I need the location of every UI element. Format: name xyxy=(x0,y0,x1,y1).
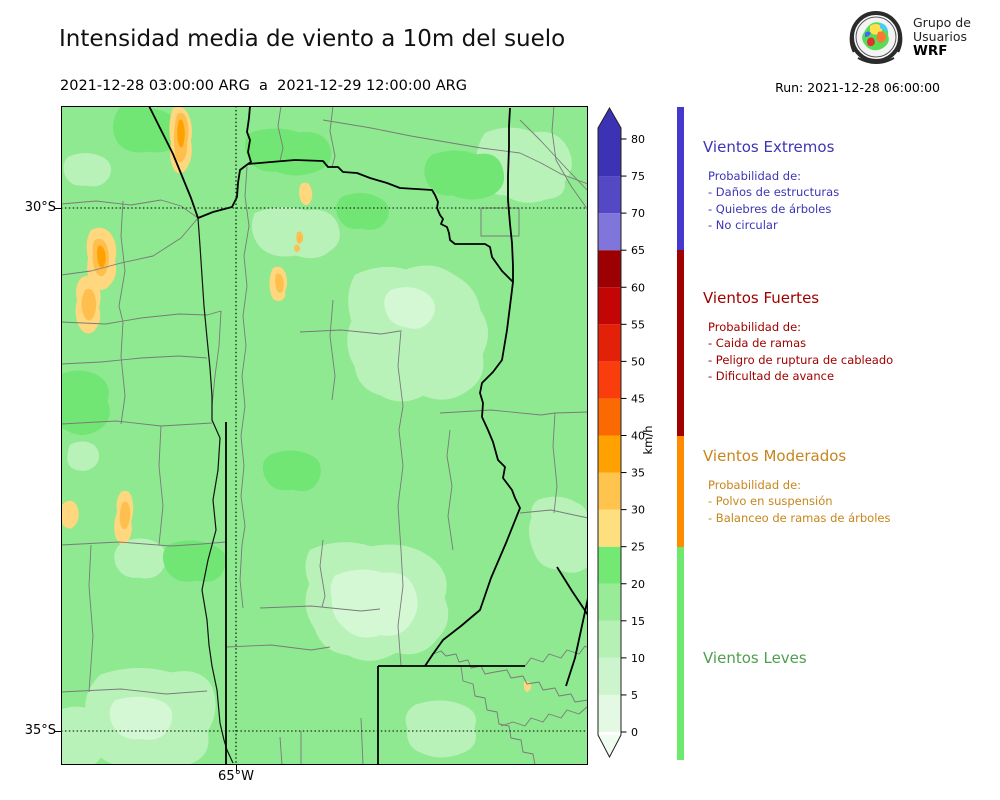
logo-text-wrf: WRF xyxy=(913,43,948,59)
legend-title-extremos: Vientos Extremos xyxy=(703,138,835,156)
legend-section-fuertes: Vientos Fuertes Probabilidad de: - Caida … xyxy=(703,289,995,384)
category-strip-segment xyxy=(677,546,684,760)
svg-text:25: 25 xyxy=(631,541,645,554)
category-strip-segment xyxy=(677,107,684,251)
legend-item: - Caida de ramas xyxy=(708,336,807,351)
svg-text:km/h: km/h xyxy=(641,425,655,454)
map-frame xyxy=(61,106,588,765)
legend-title-fuertes: Vientos Fuertes xyxy=(703,289,820,307)
svg-text:75: 75 xyxy=(631,170,645,183)
wrf-group-logo-icon xyxy=(849,11,903,64)
logo-text-line1: Grupo de xyxy=(913,15,971,30)
legend-section-extremos: Vientos Extremos Probabilidad de: - Daños… xyxy=(703,138,995,233)
river-boundary xyxy=(197,217,234,764)
legend-item: - Polvo en suspensión xyxy=(708,494,833,509)
svg-text:60: 60 xyxy=(631,281,645,294)
lightest-wind-patches xyxy=(109,287,436,740)
forecast-period: 2021-12-28 03:00:00 ARG a 2021-12-29 12:… xyxy=(60,78,467,94)
legend-body-moderados: Probabilidad de: - Polvo en suspensión - B… xyxy=(703,477,995,526)
graticule-gridlines xyxy=(61,106,588,765)
category-strip-segment xyxy=(677,250,684,436)
legend-title-leves: Vientos Leves xyxy=(703,649,807,667)
svg-text:70: 70 xyxy=(631,207,645,220)
svg-text:50: 50 xyxy=(631,355,645,368)
category-color-strip xyxy=(677,107,684,760)
legend-body-extremos: Probabilidad de: - Daños de estructuras - … xyxy=(703,168,995,233)
logo-text-line2: Usuarios xyxy=(913,29,968,44)
svg-text:10: 10 xyxy=(631,652,645,665)
province-borders xyxy=(148,106,588,765)
svg-text:0: 0 xyxy=(631,726,638,739)
legend-probability-label: Probabilidad de: xyxy=(708,320,802,334)
model-run-label: Run: 2021-12-28 06:00:00 xyxy=(775,80,940,95)
legend-body-fuertes: Probabilidad de: - Caida de ramas - Peligr… xyxy=(703,319,995,384)
legend-item: - No circular xyxy=(708,217,778,232)
legend-item: - Peligro de ruptura de cableado xyxy=(708,352,894,367)
legend-probability-label: Probabilidad de: xyxy=(708,478,802,492)
lat-tick-30s xyxy=(54,208,61,209)
legend-section-leves: Vientos Leves xyxy=(703,649,995,679)
svg-text:55: 55 xyxy=(631,318,645,331)
wind-intensity-map xyxy=(61,106,588,765)
svg-text:30: 30 xyxy=(631,504,645,517)
lat-tick-35s xyxy=(54,731,61,732)
page-title: Intensidad media de viento a 10m del sue… xyxy=(59,26,566,52)
department-borders xyxy=(61,106,588,765)
legend-section-moderados: Vientos Moderados Probabilidad de: - Polv… xyxy=(703,447,995,526)
svg-text:20: 20 xyxy=(631,578,645,591)
legend-title-moderados: Vientos Moderados xyxy=(703,447,847,465)
stronger-wind-patches xyxy=(61,106,505,582)
lat-label-30s: 30°S xyxy=(24,200,56,215)
svg-text:15: 15 xyxy=(631,615,645,628)
legend-item: - Quiebres de árboles xyxy=(708,201,832,216)
svg-text:80: 80 xyxy=(631,133,645,146)
svg-text:35: 35 xyxy=(631,467,645,480)
legend-probability-label: Probabilidad de: xyxy=(708,169,802,183)
lon-label-65w: 65°W xyxy=(218,769,254,784)
category-strip-segment xyxy=(677,435,684,547)
legend-item: - Balanceo de ramas de árboles xyxy=(708,510,891,525)
colorbar: 0 5 10 15 20 25 30 35 40 45 50 55 60 65 70 75 80 km/h xyxy=(597,106,655,759)
svg-text:65: 65 xyxy=(631,244,645,257)
lat-label-35s: 35°S xyxy=(24,723,56,738)
svg-text:45: 45 xyxy=(631,392,645,405)
legend-item: - Dificultad de avance xyxy=(708,368,835,383)
legend-item: - Daños de estructuras xyxy=(708,185,840,200)
svg-text:40: 40 xyxy=(631,430,645,443)
light-wind-patches xyxy=(61,127,588,765)
svg-text:5: 5 xyxy=(631,689,638,702)
lon-tick-65w xyxy=(236,765,237,771)
